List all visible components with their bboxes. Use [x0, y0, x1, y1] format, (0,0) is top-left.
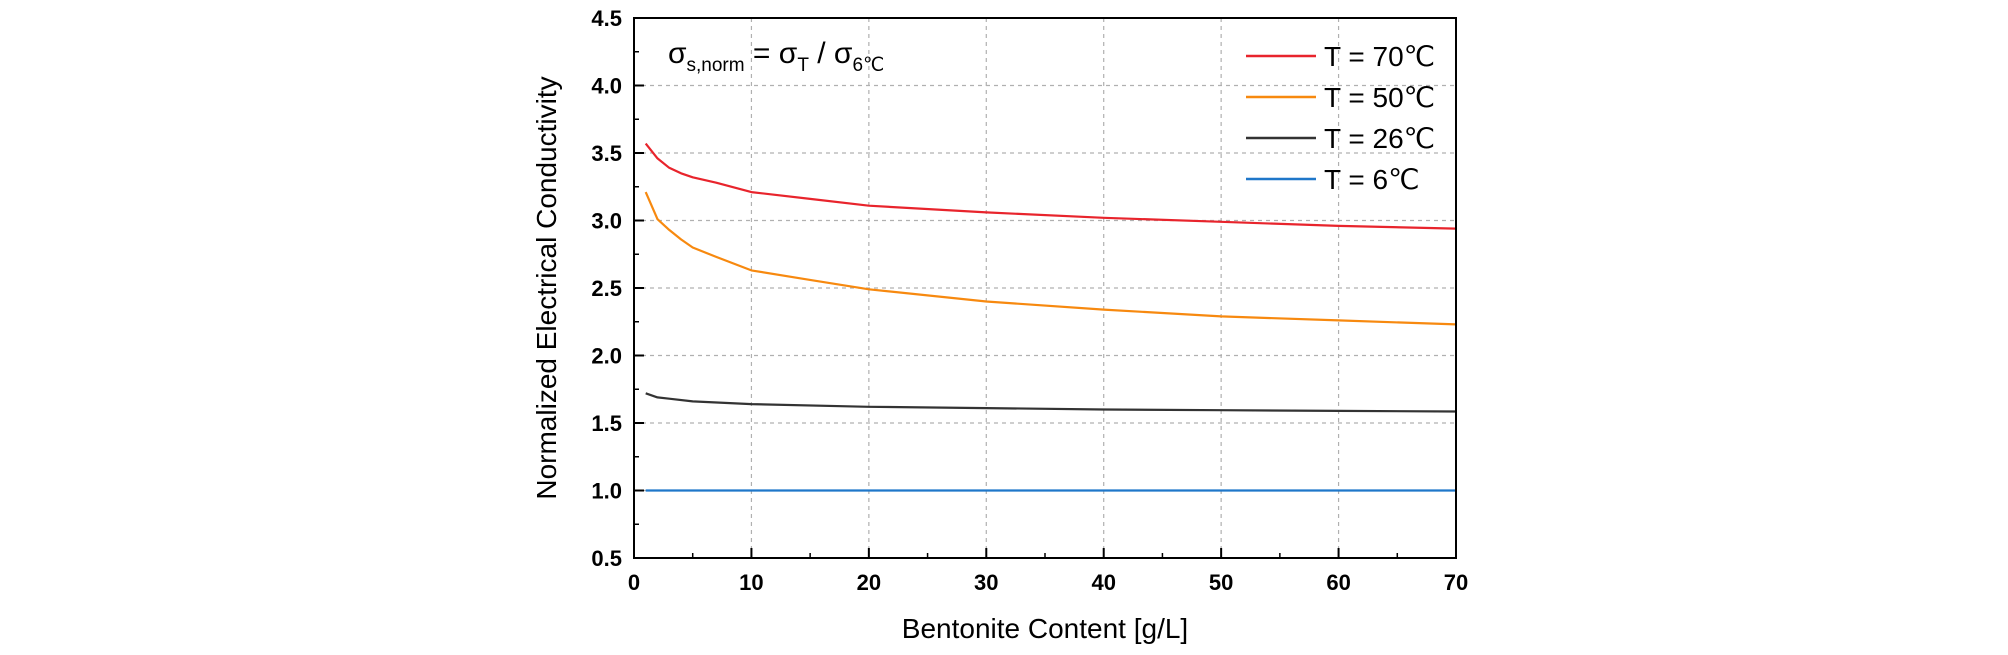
x-tick-label: 60 — [1326, 570, 1350, 595]
y-tick-labels: 0.5 1.0 1.5 2.0 2.5 3.0 3.5 4.0 4.5 — [591, 6, 622, 571]
x-tick-label: 40 — [1091, 570, 1115, 595]
legend-label-3: T = 6℃ — [1324, 164, 1420, 195]
y-axis-title: Normalized Electrical Conductivity — [531, 76, 562, 499]
y-tick-label: 1.5 — [591, 411, 622, 436]
x-tick-label: 50 — [1209, 570, 1233, 595]
annotation-sub-6c: 6℃ — [852, 55, 884, 76]
legend-label-2: T = 26℃ — [1324, 123, 1435, 154]
y-tick-label: 2.0 — [591, 344, 622, 369]
series-line-0 — [644, 142, 1457, 230]
y-tick-label: 3.5 — [591, 141, 622, 166]
annotation-sub-t: T — [797, 55, 809, 76]
ticks — [633, 17, 1457, 559]
legend-label-0: T = 70℃ — [1324, 41, 1435, 72]
x-tick-label: 70 — [1444, 570, 1468, 595]
y-tick-label: 4.0 — [591, 74, 622, 99]
y-tick-label: 0.5 — [591, 546, 622, 571]
annotation-sigma: σ — [668, 37, 687, 70]
x-tick-label: 20 — [857, 570, 881, 595]
series-line-1 — [644, 191, 1457, 326]
y-tick-label: 3.0 — [591, 209, 622, 234]
formula-annotation: σs,norm = σT / σ6℃ — [668, 37, 884, 76]
x-tick-label: 0 — [628, 570, 640, 595]
annotation-eq: = σ — [745, 37, 798, 70]
x-tick-labels: 0 10 20 30 40 50 60 70 — [628, 570, 1468, 595]
x-tick-label: 30 — [974, 570, 998, 595]
legend-label-1: T = 50℃ — [1324, 82, 1435, 113]
y-tick-label: 2.5 — [591, 276, 622, 301]
x-axis-title: Bentonite Content [g/L] — [902, 613, 1188, 644]
y-tick-label: 4.5 — [591, 6, 622, 31]
series-layer — [644, 142, 1457, 492]
legend: T = 70℃ T = 50℃ T = 26℃ T = 6℃ — [1246, 41, 1435, 195]
series-line-2 — [645, 392, 1457, 413]
y-tick-label: 1.0 — [591, 479, 622, 504]
annotation-slash: / σ — [809, 37, 853, 70]
x-tick-label: 10 — [739, 570, 763, 595]
annotation-sub-norm: s,norm — [687, 55, 745, 76]
